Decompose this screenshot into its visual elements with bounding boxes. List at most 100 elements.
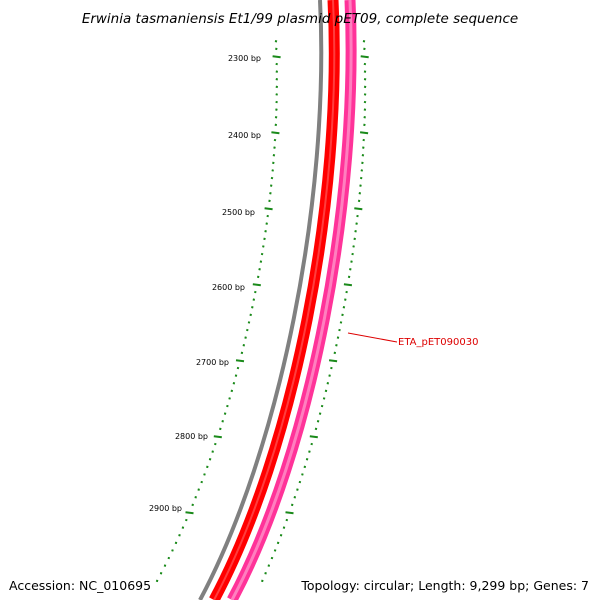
accession-text: Accession: NC_010695 (9, 578, 152, 593)
ruler-minor-tick (167, 556, 171, 560)
ruler-major-tick (264, 207, 273, 211)
ruler-minor-tick (303, 465, 307, 469)
ruler-minor-tick (275, 47, 278, 51)
ruler-minor-tick (363, 123, 366, 127)
backbone-circle (198, 0, 324, 600)
ruler-minor-tick (191, 503, 194, 507)
ruler-minor-tick (314, 427, 318, 431)
ruler-minor-tick (171, 549, 174, 552)
ruler-minor-tick (271, 169, 274, 172)
ruler-minor-tick (262, 245, 265, 248)
ruler-minor-tick (362, 146, 365, 149)
ruler-minor-tick (330, 366, 333, 370)
feature-leader-line (347, 332, 398, 343)
ruler-minor-tick (221, 420, 224, 423)
ruler-minor-tick (360, 169, 364, 172)
ruler-minor-tick (322, 397, 326, 400)
ruler-minor-tick (251, 306, 254, 309)
ruler-minor-tick (333, 351, 337, 355)
ruler-minor-tick (293, 496, 297, 499)
ruler-minor-tick (336, 336, 340, 339)
ruler-minor-tick (256, 275, 260, 279)
ruler-minor-tick (344, 298, 347, 301)
ruler-minor-tick (200, 480, 203, 484)
ruler-minor-tick (254, 290, 257, 294)
ruler-minor-tick (232, 382, 236, 385)
ruler-minor-tick (363, 108, 367, 111)
ruler-major-tick (252, 283, 261, 287)
ruler-minor-tick (363, 70, 367, 73)
ruler-minor-tick (159, 572, 163, 575)
map-title: Erwinia tasmaniensis Et1/99 plasmid pET0… (82, 11, 518, 27)
ruler-minor-tick (356, 214, 359, 218)
ruler-minor-tick (178, 534, 181, 537)
ruler-minor-tick (273, 549, 277, 552)
ruler-minor-tick (316, 420, 320, 423)
ruler-minor-tick (273, 146, 276, 149)
ruler-minor-tick (363, 116, 366, 119)
ruler-major-tick (328, 359, 338, 363)
ruler-major-tick (185, 511, 194, 515)
ruler-minor-tick (320, 404, 324, 408)
ruler-minor-tick (272, 154, 276, 157)
ruler-minor-tick (351, 252, 354, 256)
ruler-minor-tick (230, 389, 234, 393)
ruler-minor-tick (357, 199, 361, 203)
ruler-ticks (155, 40, 281, 583)
ruler-minor-tick (310, 442, 313, 446)
ruler-minor-tick (275, 62, 278, 66)
ruler-minor-tick (275, 85, 279, 89)
ruler-minor-tick (274, 40, 278, 43)
ruler-major-tick (309, 435, 318, 439)
ruler-minor-tick (270, 176, 274, 180)
ruler-label: 2600 bp (212, 283, 245, 292)
ruler-minor-tick (263, 237, 266, 241)
ruler-minor-tick (326, 382, 330, 385)
ruler-minor-tick (197, 488, 200, 491)
ruler-minor-tick (155, 579, 159, 583)
ruler-major-tick (272, 55, 281, 59)
pink-gene-track-highlight (230, 0, 353, 600)
red-gene-track-highlight (213, 0, 336, 600)
ruler-minor-tick (247, 321, 251, 324)
ruler-minor-tick (261, 579, 264, 583)
ruler-minor-tick (272, 161, 275, 165)
ruler-minor-tick (275, 78, 279, 81)
ruler-minor-tick (341, 313, 344, 317)
ruler-major-tick (354, 207, 363, 211)
ruler-minor-tick (259, 260, 263, 263)
ruler-minor-tick (274, 116, 278, 119)
ruler-minor-tick (234, 374, 238, 377)
ruler-minor-tick (363, 100, 367, 104)
ruler-minor-tick (363, 78, 367, 81)
ruler-minor-tick (264, 230, 267, 233)
ruler-minor-tick (203, 473, 206, 476)
ruler-minor-tick (244, 336, 247, 339)
ruler-major-tick (343, 283, 353, 287)
ruler-minor-tick (308, 450, 311, 453)
ruler-minor-tick (354, 230, 357, 233)
ruler-minor-tick (242, 344, 246, 347)
ruler-minor-tick (361, 161, 364, 165)
ruler-minor-tick (163, 564, 167, 567)
ruler-minor-tick (285, 518, 289, 522)
ruler-minor-tick (181, 526, 185, 529)
ruler-major-tick (285, 511, 294, 515)
ruler-minor-tick (236, 366, 240, 370)
ruler-minor-tick (305, 458, 309, 461)
ruler-label: 2800 bp (175, 432, 208, 441)
feature-label[interactable]: ETA_pET090030 (398, 337, 478, 348)
ruler-minor-tick (267, 564, 271, 567)
ruler-minor-tick (275, 108, 278, 111)
ruler-major-tick (271, 131, 280, 135)
ruler-minor-tick (324, 389, 328, 393)
ruler-minor-tick (269, 192, 272, 195)
ruler-minor-tick (359, 176, 363, 180)
ruler-minor-tick (226, 404, 229, 408)
ruler-minor-tick (345, 290, 348, 294)
ruler-minor-tick (349, 268, 352, 271)
ruler-minor-tick (363, 47, 366, 51)
map-summary-text: Topology: circular; Length: 9,299 bp; Ge… (301, 578, 589, 593)
ruler-minor-tick (270, 556, 274, 560)
ruler-minor-tick (347, 275, 351, 279)
